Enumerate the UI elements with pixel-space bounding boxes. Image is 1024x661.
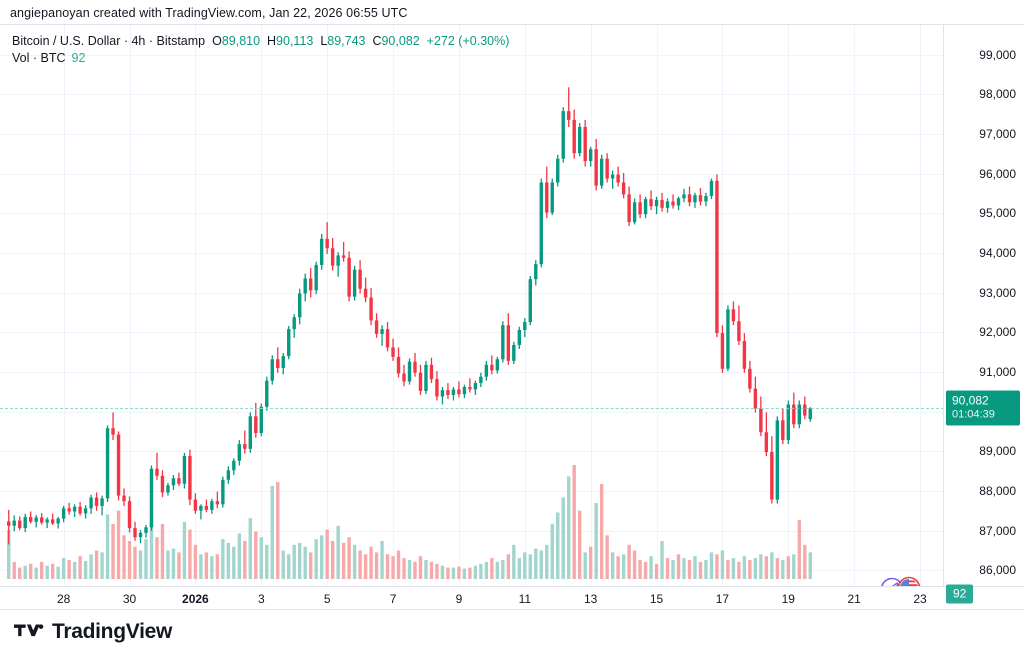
candlestick-series: [0, 25, 943, 586]
time-axis-label: 17: [715, 592, 730, 606]
current-price-value: 90,082: [952, 393, 989, 408]
legend-volume-value: 92: [71, 51, 86, 65]
legend-low-value: 89,743: [327, 34, 366, 48]
legend-volume-row: Vol · BTC 92: [12, 50, 509, 67]
time-axis-label: 7: [389, 592, 397, 606]
legend-sep-2: ·: [145, 34, 157, 48]
time-axis-label: 13: [583, 592, 598, 606]
legend-close-label: C: [372, 34, 382, 48]
time-axis-label: 19: [781, 592, 795, 606]
tradingview-logo-text: TradingView: [52, 620, 173, 643]
price-axis-label: 87,000: [979, 523, 1016, 538]
tradingview-logo-icon: [14, 624, 44, 637]
legend-main-row: Bitcoin / U.S. Dollar · 4h · Bitstamp O8…: [12, 33, 509, 50]
legend-sep-1: ·: [120, 34, 132, 48]
chart-plot-area[interactable]: Bitcoin / U.S. Dollar · 4h · Bitstamp O8…: [0, 25, 944, 586]
current-volume-tag: 92: [946, 584, 974, 604]
time-axis-label: 11: [518, 592, 532, 606]
time-axis-label: 30: [122, 592, 137, 606]
price-axis-label: 99,000: [979, 47, 1016, 62]
time-axis-label: 3: [257, 592, 265, 606]
price-axis-label: 93,000: [979, 285, 1016, 300]
legend-symbol[interactable]: Bitcoin / U.S. Dollar: [12, 34, 121, 48]
price-axis[interactable]: 90,082 01:04:39 92 99,000 98,000 97,000 96,…: [944, 25, 1024, 604]
time-axis-label: 15: [649, 592, 664, 606]
price-axis-label: 98,000: [979, 87, 1016, 102]
legend-low-label: L: [320, 34, 328, 48]
time-axis-label: 5: [323, 592, 331, 606]
legend-close-value: 90,082: [381, 34, 420, 48]
legend-open-value: 89,810: [221, 34, 261, 48]
attribution-text: angiepanoyan created with TradingView.co…: [10, 6, 408, 20]
time-axis-label: 21: [847, 592, 861, 606]
current-price-tag: 90,082 01:04:39: [946, 390, 1020, 426]
price-axis-label: 97,000: [979, 127, 1016, 142]
time-axis-label: 2026: [182, 592, 209, 606]
price-axis-label: 86,000: [979, 563, 1016, 578]
legend-open-label: O: [212, 34, 222, 48]
time-axis[interactable]: 28 30 2026 3 5 7 9 11 13 15 17 19 21 23: [0, 586, 1024, 610]
price-axis-label: 94,000: [979, 246, 1016, 261]
legend-high-label: H: [267, 34, 277, 48]
chart-badges[interactable]: [876, 574, 928, 586]
us-flag-badge-icon: [897, 576, 921, 586]
legend-high-value: 90,113: [276, 34, 314, 48]
price-axis-label: 95,000: [979, 206, 1016, 221]
current-price-line: [0, 408, 943, 410]
bar-countdown: 01:04:39: [952, 408, 995, 421]
chart-frame: Bitcoin / U.S. Dollar · 4h · Bitstamp O8…: [0, 24, 1024, 610]
price-axis-label: 91,000: [979, 364, 1016, 379]
legend-volume-label[interactable]: Vol · BTC: [12, 51, 66, 65]
current-volume-value: 92: [953, 586, 967, 601]
price-axis-label: 88,000: [979, 483, 1016, 498]
time-axis-label: 28: [56, 592, 71, 606]
ai-sparkle-badge-icon: [881, 577, 903, 586]
tradingview-logo: TradingView: [14, 620, 172, 644]
chart-legend: Bitcoin / U.S. Dollar · 4h · Bitstamp O8…: [12, 33, 509, 67]
price-axis-label: 89,000: [979, 444, 1016, 459]
price-axis-label: 96,000: [979, 166, 1016, 181]
legend-change-value: +272 (+0.30%): [426, 34, 510, 48]
price-axis-label: 92,000: [979, 325, 1016, 340]
time-axis-label: 9: [455, 592, 463, 606]
legend-interval[interactable]: 4h: [131, 34, 146, 48]
time-axis-label: 23: [913, 592, 927, 606]
legend-exchange: Bitstamp: [156, 34, 206, 48]
